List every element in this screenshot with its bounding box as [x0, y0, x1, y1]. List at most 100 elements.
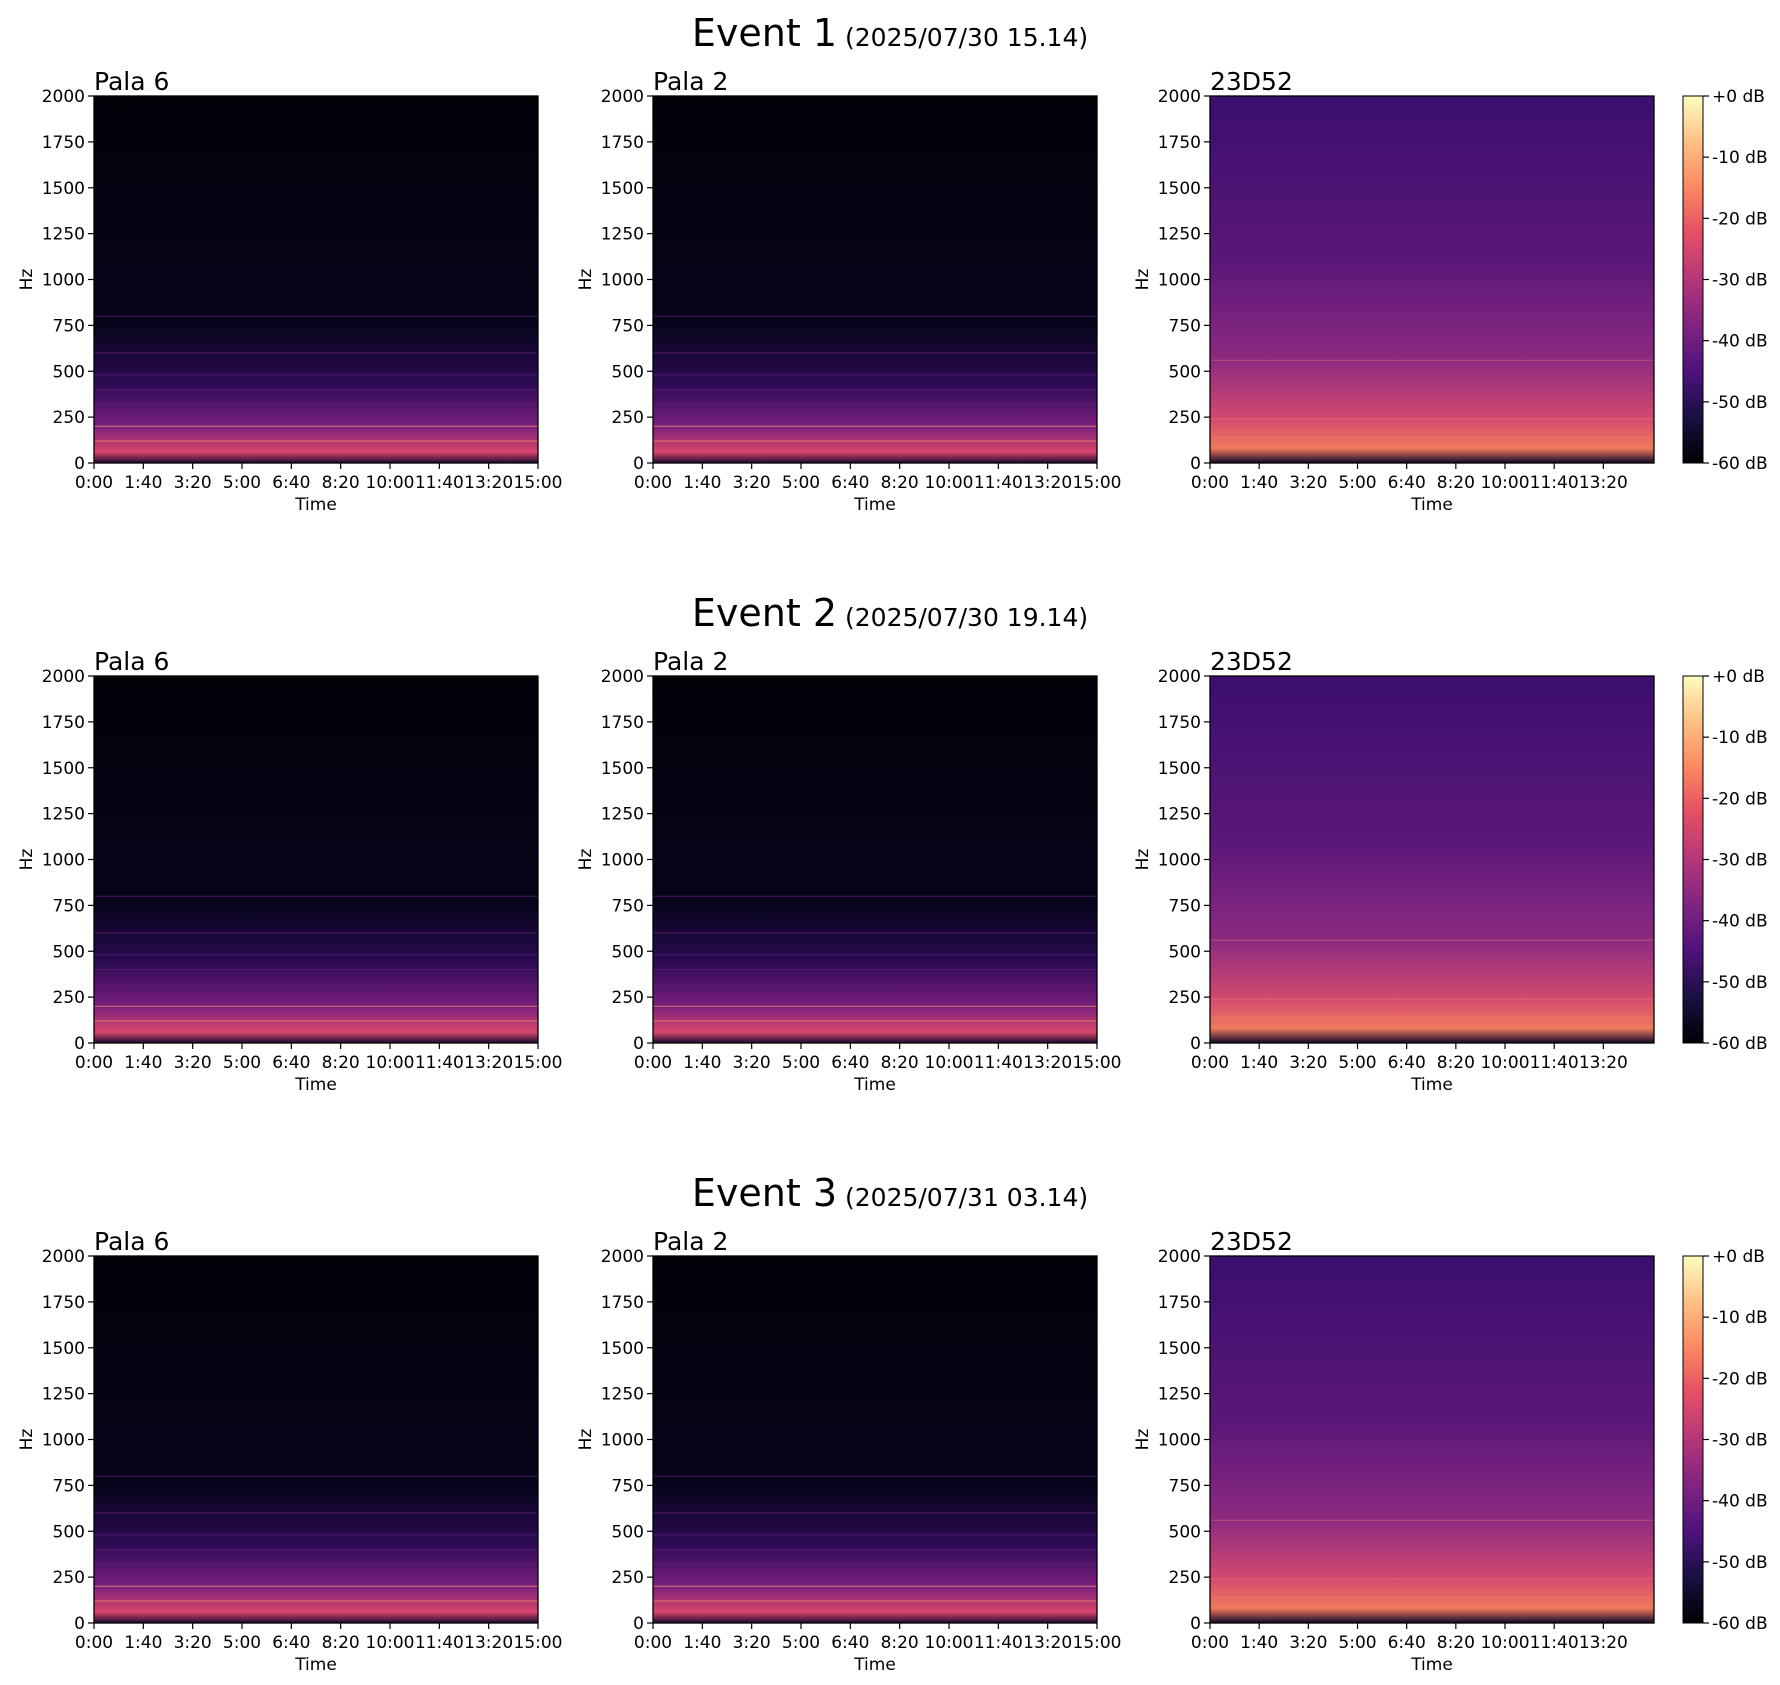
x-tick-label: 3:20: [174, 473, 212, 493]
colorbar-tick-label: +0 dB: [1712, 667, 1765, 687]
panel-title: Pala 2: [653, 67, 728, 96]
x-tick-label: 8:20: [881, 1053, 919, 1073]
y-tick-label: 1750: [1158, 133, 1201, 153]
y-tick-label: 500: [612, 942, 644, 962]
x-tick-label: 11:40: [1530, 1633, 1579, 1653]
x-tick-label: 3:20: [1289, 1633, 1327, 1653]
y-tick-label: 1250: [601, 1385, 644, 1405]
y-tick-label: 500: [1169, 942, 1201, 962]
event-title: Event 2: [692, 591, 837, 635]
x-tick-label: 5:00: [782, 473, 820, 493]
event-timestamp: (2025/07/30 15.14): [845, 23, 1088, 52]
y-tick-label: 750: [612, 316, 644, 336]
x-tick-label: 1:40: [1240, 1053, 1278, 1073]
panel-title: Pala 6: [94, 67, 169, 96]
x-tick-label: 13:20: [1023, 1053, 1072, 1073]
y-tick-label: 0: [1190, 1614, 1201, 1634]
x-tick-label: 5:00: [223, 473, 261, 493]
y-axis-label: Hz: [17, 849, 37, 871]
x-tick-label: 8:20: [1437, 1633, 1475, 1653]
event-timestamp: (2025/07/31 03.14): [845, 1183, 1088, 1212]
y-tick-label: 1000: [601, 271, 644, 291]
y-tick-label: 2000: [601, 1247, 644, 1267]
y-tick-label: 1500: [1158, 759, 1201, 779]
x-axis-label: Time: [294, 1075, 337, 1095]
spectrogram-image: [653, 676, 1097, 1043]
spectrogram-image: [94, 1256, 538, 1623]
y-tick-label: 750: [1169, 896, 1201, 916]
y-axis-label: Hz: [576, 269, 596, 291]
y-tick-label: 1250: [1158, 225, 1201, 245]
x-tick-label: 13:20: [1023, 473, 1072, 493]
y-axis-label: Hz: [1133, 269, 1153, 291]
colorbar-tick-label: -60 dB: [1712, 454, 1768, 474]
x-tick-label: 8:20: [322, 473, 360, 493]
spectrogram-image: [94, 676, 538, 1043]
x-tick-label: 6:40: [831, 1053, 869, 1073]
y-axis-label: Hz: [1133, 849, 1153, 871]
x-tick-label: 10:00: [366, 1053, 415, 1073]
spectrogram-image: [94, 96, 538, 463]
x-tick-label: 3:20: [174, 1053, 212, 1073]
y-tick-label: 500: [53, 942, 85, 962]
x-tick-label: 11:40: [415, 473, 464, 493]
x-tick-label: 10:00: [1481, 1053, 1530, 1073]
y-tick-label: 1750: [1158, 1293, 1201, 1313]
spectrogram-image: [1210, 96, 1654, 463]
y-tick-label: 1250: [601, 805, 644, 825]
x-tick-label: 11:40: [415, 1053, 464, 1073]
spectrogram-image: [1210, 1256, 1654, 1623]
y-tick-label: 500: [612, 1522, 644, 1542]
y-tick-label: 250: [1169, 1568, 1201, 1588]
x-tick-label: 3:20: [733, 1633, 771, 1653]
y-tick-label: 750: [1169, 316, 1201, 336]
x-tick-label: 1:40: [683, 1633, 721, 1653]
x-tick-label: 11:40: [1530, 1053, 1579, 1073]
y-tick-label: 750: [1169, 1476, 1201, 1496]
x-tick-label: 3:20: [1289, 1053, 1327, 1073]
x-tick-label: 13:20: [1579, 1633, 1628, 1653]
x-tick-label: 1:40: [124, 1633, 162, 1653]
event-heading: Event 3 (2025/07/31 03.14): [692, 1171, 1088, 1215]
event-heading: Event 1 (2025/07/30 15.14): [692, 11, 1088, 55]
panel-title: 23D52: [1210, 67, 1293, 96]
x-tick-label: 13:20: [1579, 1053, 1628, 1073]
x-tick-label: 5:00: [782, 1053, 820, 1073]
x-tick-label: 6:40: [831, 1633, 869, 1653]
x-tick-label: 8:20: [1437, 1053, 1475, 1073]
y-tick-label: 1750: [601, 713, 644, 733]
panel-title: Pala 2: [653, 647, 728, 676]
y-tick-label: 250: [1169, 988, 1201, 1008]
x-tick-label: 13:20: [464, 473, 513, 493]
y-tick-label: 1500: [42, 179, 85, 199]
x-tick-label: 8:20: [322, 1633, 360, 1653]
colorbar: [1682, 95, 1704, 464]
colorbar-tick-label: -50 dB: [1712, 973, 1768, 993]
y-tick-label: 1750: [601, 133, 644, 153]
y-tick-label: 250: [53, 988, 85, 1008]
x-tick-label: 13:20: [1023, 1633, 1072, 1653]
x-axis-label: Time: [1410, 495, 1453, 515]
x-axis-label: Time: [1410, 1075, 1453, 1095]
x-tick-label: 5:00: [782, 1633, 820, 1653]
x-tick-label: 10:00: [1481, 1633, 1530, 1653]
x-tick-label: 13:20: [1579, 473, 1628, 493]
x-tick-label: 8:20: [881, 1633, 919, 1653]
y-tick-label: 1000: [601, 851, 644, 871]
y-tick-label: 750: [612, 1476, 644, 1496]
y-axis-label: Hz: [1133, 1429, 1153, 1451]
x-tick-label: 0:00: [1191, 1053, 1229, 1073]
x-axis-label: Time: [853, 1655, 896, 1675]
y-tick-label: 250: [1169, 408, 1201, 428]
x-tick-label: 10:00: [925, 473, 974, 493]
x-tick-label: 0:00: [634, 1633, 672, 1653]
x-tick-label: 15:00: [514, 473, 563, 493]
y-tick-label: 500: [53, 362, 85, 382]
x-tick-label: 6:40: [1388, 1633, 1426, 1653]
y-tick-label: 2000: [42, 1247, 85, 1267]
x-tick-label: 15:00: [514, 1053, 563, 1073]
event-timestamp: (2025/07/30 19.14): [845, 603, 1088, 632]
y-axis-label: Hz: [576, 849, 596, 871]
x-tick-label: 15:00: [514, 1633, 563, 1653]
event-heading: Event 2 (2025/07/30 19.14): [692, 591, 1088, 635]
